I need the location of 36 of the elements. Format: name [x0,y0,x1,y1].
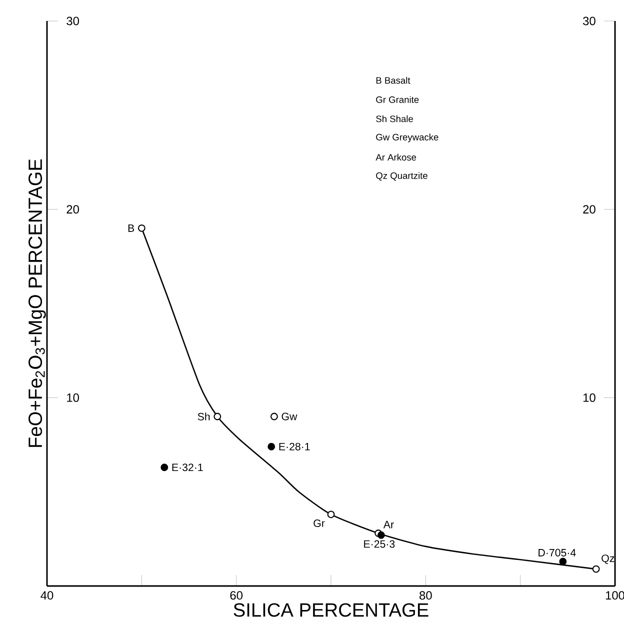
y2-tick-label: 10 [583,393,596,402]
annotation: Ar [383,520,394,528]
annotation: E·32·1 [172,464,203,472]
annotation: Gw Greywacke [376,134,438,142]
annotation: Gr [314,519,325,528]
point [214,412,222,420]
x-tick-label: 80 [420,591,432,600]
annotation: D·705·4 [538,548,576,556]
annotation: Sh Shale [376,115,413,122]
point [327,510,335,518]
y-tick-label: 10 [67,393,79,402]
x-axis-title: SILICA PERCENTAGE [234,603,428,617]
x-tick-label: 60 [230,591,243,600]
annotation: B [128,224,134,232]
annotation: Qz [602,554,614,564]
y2-tick-label: 30 [583,16,596,26]
annotation: Sh [198,412,210,420]
annotation: E·28·1 [279,442,310,450]
y-tick-label: 30 [66,16,79,26]
annotation: B Basalt [376,76,410,84]
point [592,565,600,573]
y-axis-title: FeO+Fe$_{2}$O$_{3}$+MgO PERCENTAGE [28,159,46,447]
point [559,558,567,566]
point [268,442,276,450]
y-tick-label: 20 [66,205,79,214]
x-tick-label: 40 [40,591,54,600]
y2-tick-label: 20 [583,205,596,214]
annotation: Ar Arkose [376,154,416,161]
annotation: Qz Quartzite [376,172,428,181]
point [270,412,278,420]
annotation: E·25·3 [364,540,395,548]
point [160,464,168,472]
point [138,224,146,232]
annotation: Gw [282,412,298,420]
point [377,531,385,539]
annotation: Gr Granite [376,96,419,103]
